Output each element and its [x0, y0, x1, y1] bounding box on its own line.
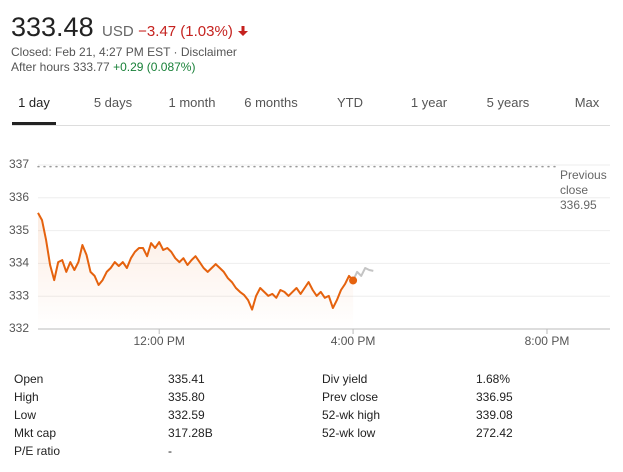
stat-value: 335.41: [168, 372, 205, 386]
after-hours-change: +0.29 (0.087%): [113, 60, 196, 74]
price-change: −3.47 (1.03%): [138, 23, 233, 40]
stat-label: Low: [14, 408, 37, 422]
range-tab[interactable]: YTD: [337, 95, 363, 110]
currency: USD: [102, 23, 134, 40]
range-tab[interactable]: 1 month: [168, 95, 216, 110]
price: 333.48: [11, 12, 94, 42]
x-tick-label: 4:00 PM: [331, 334, 376, 348]
stat-label: High: [14, 390, 39, 404]
previous-close-text: Previous close: [560, 168, 607, 197]
area-fill: [38, 212, 354, 329]
range-tab[interactable]: Max: [574, 95, 600, 110]
previous-close-label: Previous close 336.95: [560, 168, 612, 213]
range-tab[interactable]: 5 days: [93, 95, 133, 110]
range-tab[interactable]: 6 months: [244, 95, 298, 110]
stat-label: Mkt cap: [14, 426, 57, 440]
stat-value: 332.59: [168, 408, 205, 422]
range-tab[interactable]: 1 year: [410, 95, 448, 110]
stat-label: Div yield: [322, 372, 368, 386]
stat-value: 339.08: [476, 408, 513, 422]
stat-value: 335.80: [168, 390, 205, 404]
x-tick-label: 12:00 PM: [133, 334, 184, 348]
stat-value: -: [168, 444, 172, 458]
y-tick-label: 334: [9, 256, 29, 270]
previous-close-value: 336.95: [560, 198, 597, 212]
stat-label: Prev close: [322, 390, 379, 404]
range-tab[interactable]: 5 years: [486, 95, 530, 110]
closed-info: Closed: Feb 21, 4:27 PM EST · Disclaimer: [11, 45, 237, 59]
after-hours: After hours 333.77 +0.29 (0.087%): [11, 60, 195, 74]
stat-value: 317.28B: [168, 426, 213, 440]
stat-label: Open: [14, 372, 44, 386]
stat-value: 1.68%: [476, 372, 511, 386]
stat-label: 52-wk low: [322, 426, 376, 440]
stat-label: P/E ratio: [14, 444, 61, 458]
y-tick-label: 336: [9, 190, 29, 204]
tab-divider: [12, 125, 610, 126]
down-arrow: [238, 26, 249, 36]
y-tick-label: 335: [9, 223, 29, 237]
stat-label: 52-wk high: [322, 408, 381, 422]
y-tick-label: 333: [9, 288, 29, 302]
x-tick-label: 8:00 PM: [525, 334, 570, 348]
after-hours-price: After hours 333.77: [11, 60, 110, 74]
stat-value: 272.42: [476, 426, 513, 440]
y-tick-label: 332: [9, 321, 29, 335]
price-line: [37, 212, 354, 311]
range-tab[interactable]: 1 day: [18, 95, 50, 110]
tab-underline: [12, 122, 56, 125]
quote-line: 333.48 USD −3.47 (1.03%): [11, 12, 249, 43]
stat-value: 336.95: [476, 390, 513, 404]
price-line: [352, 267, 374, 281]
close-dot: [349, 276, 358, 285]
y-tick-label: 337: [9, 157, 29, 171]
